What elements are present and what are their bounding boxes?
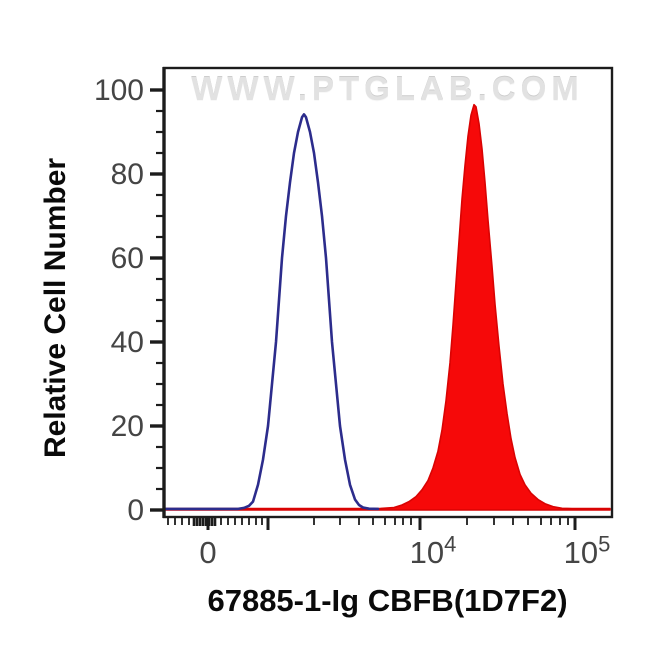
watermark-text: WWW.PTGLAB.COM bbox=[191, 70, 584, 107]
y-tick-label: 40 bbox=[111, 326, 144, 359]
y-tick-label: 100 bbox=[94, 74, 144, 107]
x-tick-label-1e5: 105 bbox=[563, 531, 611, 570]
y-tick-label: 0 bbox=[127, 494, 144, 527]
x-tick-label-1e4: 104 bbox=[409, 531, 457, 570]
y-tick-label: 80 bbox=[111, 158, 144, 191]
x-tick-label-zero: 0 bbox=[199, 535, 217, 570]
x-axis-title: 67885-1-Ig CBFB(1D7F2) bbox=[207, 583, 568, 618]
red-histogram-curve bbox=[164, 103, 611, 511]
plot-frame bbox=[162, 66, 614, 519]
y-tick-label: 20 bbox=[111, 410, 144, 443]
blue-histogram-curve bbox=[163, 113, 380, 511]
y-axis-title: Relative Cell Number bbox=[39, 157, 72, 459]
y-tick-label: 60 bbox=[111, 242, 144, 275]
